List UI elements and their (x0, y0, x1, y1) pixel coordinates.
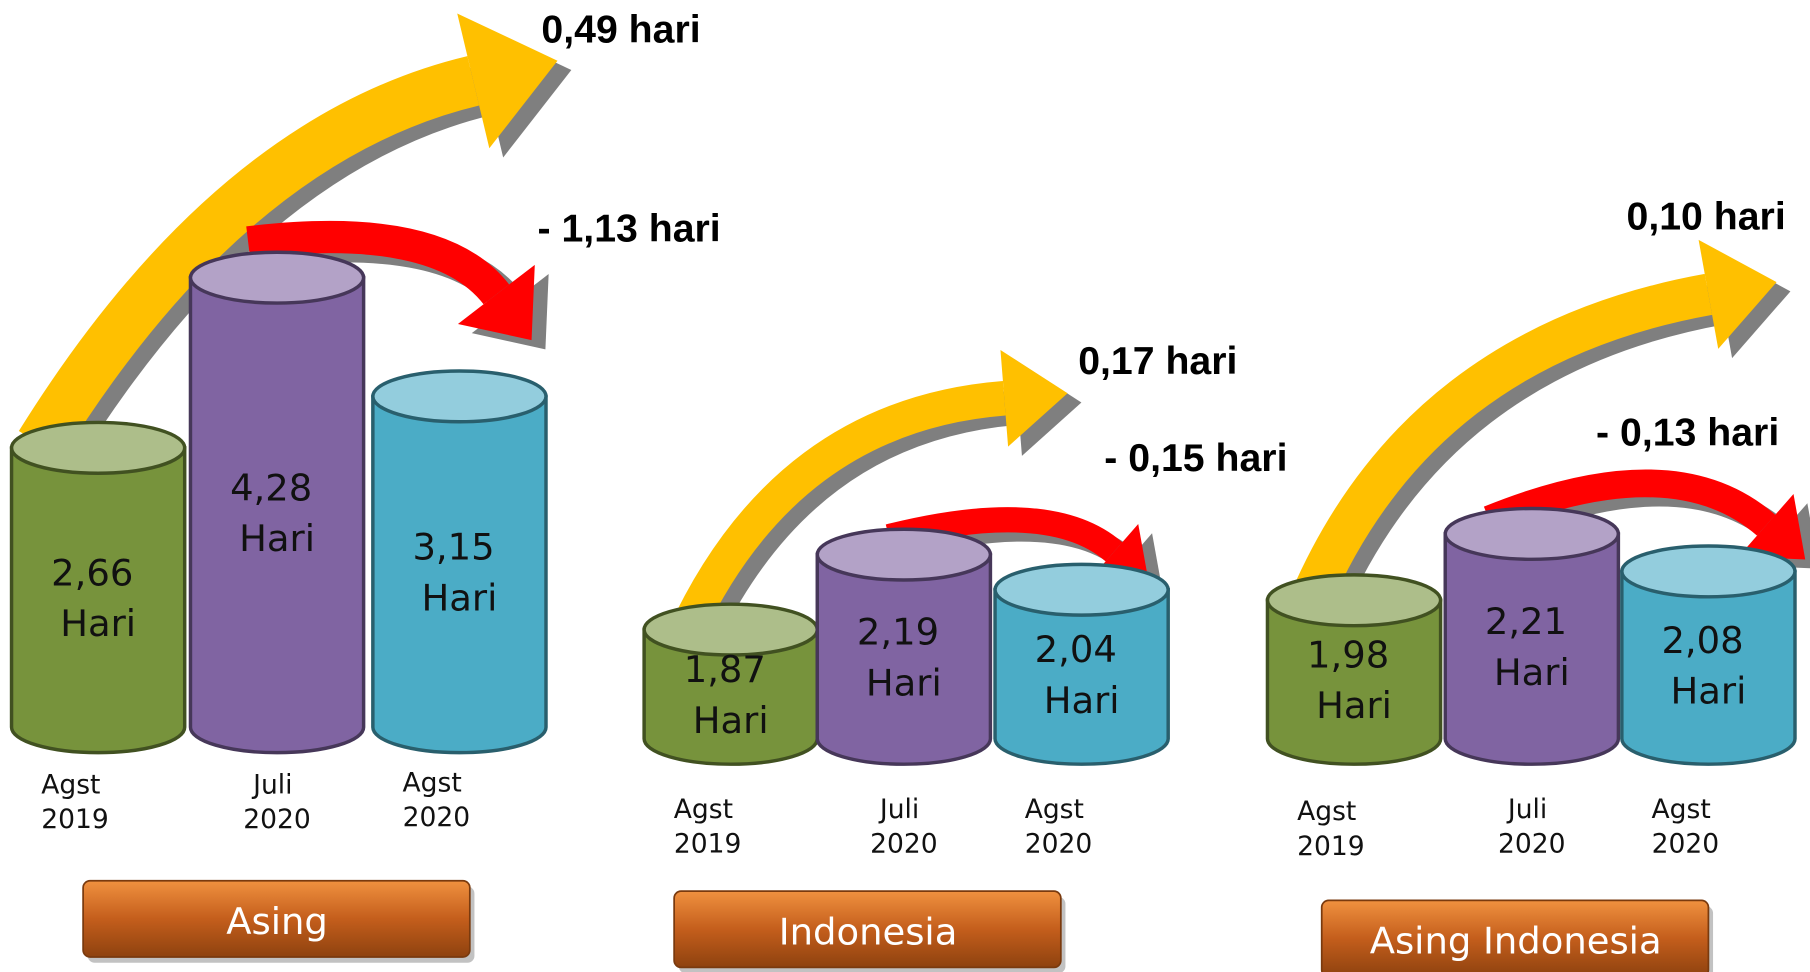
cylinder-body (1620, 569, 1797, 766)
arrow-shaft (667, 381, 1006, 645)
cylinder-top (1265, 573, 1443, 628)
panel-title: Asing (226, 900, 328, 943)
value-label: 1,87 Hari (684, 648, 778, 742)
value-label: 2,21 Hari (1485, 600, 1579, 694)
cylinder-top (371, 369, 548, 424)
panel-title: Asing Indonesia (1370, 920, 1662, 963)
cylinder-body (371, 394, 548, 755)
arrow-shaft (246, 220, 510, 305)
cylinder-body (9, 446, 187, 755)
title-button (1320, 899, 1710, 972)
arrow-head (457, 264, 535, 341)
x-tick-label: Agst 2020 (403, 767, 471, 833)
arrow-head (1698, 239, 1777, 349)
x-tick-label: Juli 2020 (870, 794, 938, 860)
annotation: 0,10 hari (1627, 195, 1786, 239)
annotation: - 1,13 hari (538, 206, 721, 250)
value-label: 1,98 Hari (1307, 633, 1401, 727)
cylinder-top (1443, 506, 1621, 562)
arrow-shaft (18, 56, 480, 458)
value-label: 4,28 Hari (230, 466, 324, 560)
cylinder-body (1265, 598, 1443, 766)
cylinder-body (188, 275, 366, 755)
x-tick-label: Agst 2019 (1297, 796, 1365, 862)
arrow-shaft (1483, 469, 1776, 536)
value-label: 2,08 Hari (1661, 619, 1755, 713)
annotation: - 0,15 hari (1104, 436, 1287, 480)
x-tick-label: Juli 2020 (1498, 794, 1566, 860)
annotation: - 0,13 hari (1596, 411, 1779, 455)
x-tick-label: Agst 2019 (674, 794, 742, 860)
cylinder-top (9, 420, 187, 475)
cylinder-body (815, 552, 993, 766)
cylinder-top (188, 250, 366, 305)
cylinder-top (993, 562, 1170, 617)
title-button (673, 890, 1062, 969)
x-tick-label: Agst 2019 (41, 770, 109, 836)
value-label: 2,04 Hari (1035, 628, 1129, 722)
arrow-head (457, 13, 558, 149)
value-label: 2,66 Hari (51, 551, 145, 645)
cylinder-top (815, 527, 993, 582)
cylinder-body (1443, 532, 1621, 766)
cylinder-top (1620, 544, 1797, 599)
title-button (82, 879, 471, 958)
cylinder-body (642, 627, 820, 766)
arrow-shaft (885, 507, 1123, 562)
value-label: 3,15 Hari (412, 526, 506, 620)
x-tick-label: Juli 2020 (243, 770, 311, 836)
x-tick-label: Agst 2020 (1652, 794, 1720, 860)
arrow-head (1000, 349, 1068, 447)
x-tick-label: Agst 2020 (1025, 794, 1093, 860)
arrow-shaft (1291, 273, 1713, 609)
cylinder-body (993, 588, 1170, 766)
value-label: 2,19 Hari (857, 611, 951, 705)
annotation: 0,17 hari (1078, 339, 1237, 383)
arrow-head (1738, 493, 1806, 560)
panel-title: Indonesia (779, 910, 958, 953)
annotation: 0,49 hari (541, 8, 700, 52)
